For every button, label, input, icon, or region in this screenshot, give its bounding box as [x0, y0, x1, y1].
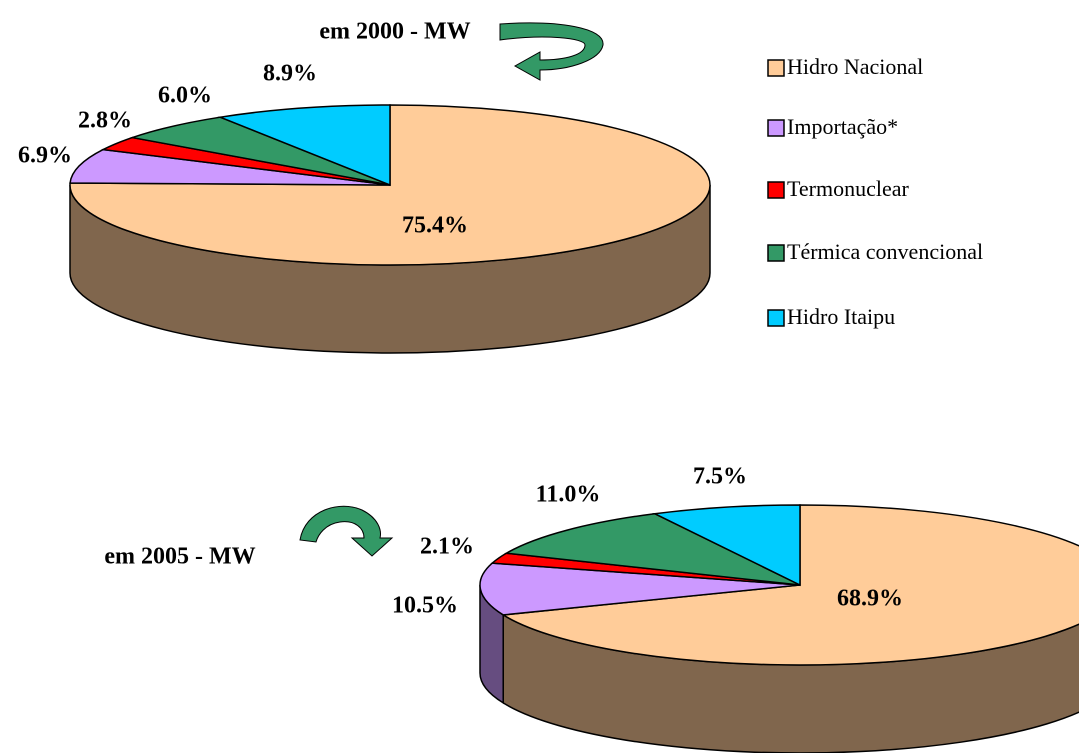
data-label: 6.0% [158, 83, 212, 109]
data-label: 8.9% [263, 61, 317, 87]
legend-swatch [767, 244, 785, 262]
data-label: 10.5% [392, 593, 458, 619]
data-label: 7.5% [693, 464, 747, 490]
legend-label: Termonuclear [787, 176, 910, 201]
data-label: 11.0% [536, 482, 601, 508]
arrow [299, 505, 394, 557]
chart-title: em 2005 - MW [104, 544, 255, 570]
slice [129, 116, 391, 186]
data-label: 6.9% [18, 143, 72, 169]
arrow [499, 22, 604, 81]
legend-label: Hidro Nacional [787, 54, 923, 79]
legend-swatch [767, 181, 785, 199]
legend-swatch [767, 59, 785, 77]
slice [503, 512, 801, 586]
slice [500, 504, 1079, 666]
chart-title: em 2000 - MW [319, 19, 470, 45]
slice [217, 104, 391, 187]
legend-label: Importação* [787, 114, 898, 139]
legend-label: Térmica convencional [787, 239, 983, 264]
legend-swatch [767, 309, 785, 327]
legend-swatch [767, 119, 785, 137]
data-label: 2.8% [78, 108, 132, 134]
data-label: 68.9% [837, 586, 903, 612]
legend-label: Hidro Itaipu [787, 304, 895, 329]
data-label: 75.4% [402, 213, 468, 239]
slice [479, 562, 801, 616]
data-label: 2.1% [420, 534, 474, 560]
slice [69, 148, 391, 186]
slice [652, 504, 801, 587]
